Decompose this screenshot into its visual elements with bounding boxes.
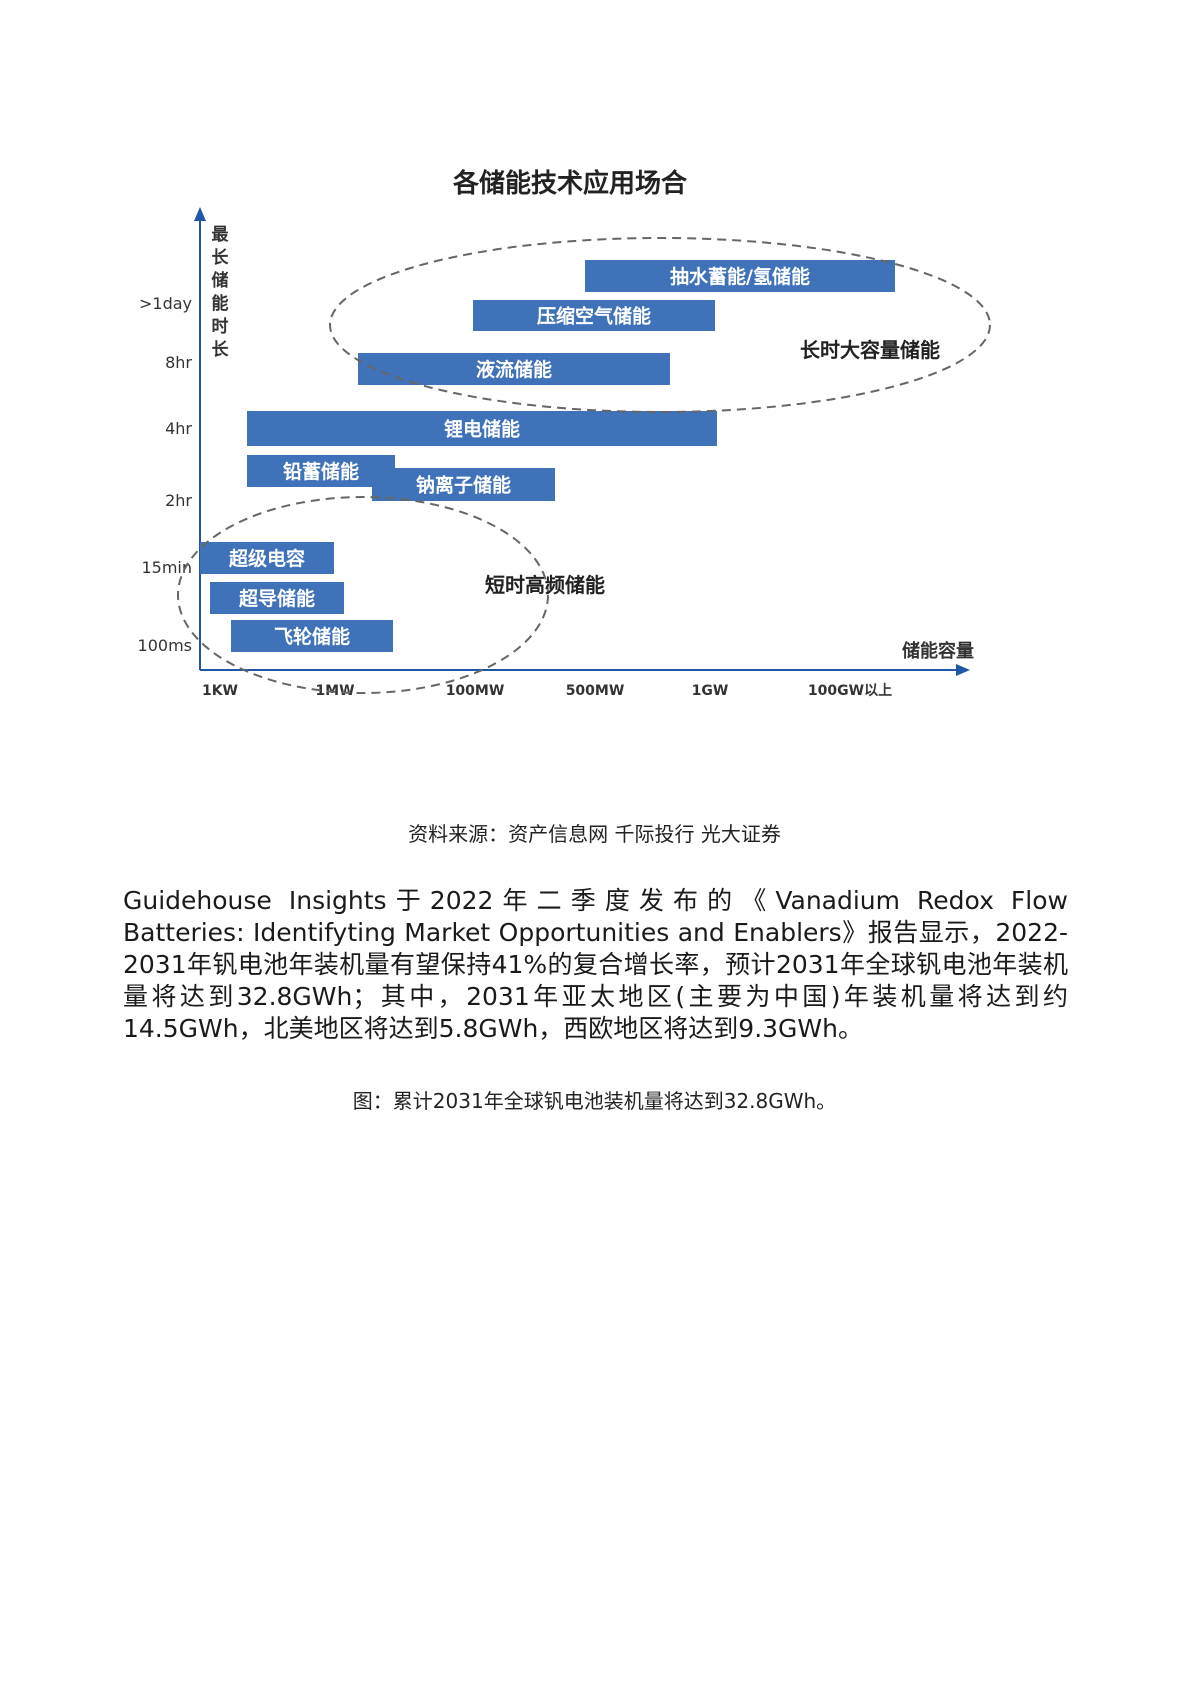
y-tick-label: 100ms <box>138 636 192 655</box>
bar <box>200 542 334 574</box>
bar-label: 钠离子储能 <box>416 474 511 497</box>
y-tick-label: 4hr <box>165 419 192 438</box>
figure-caption: 图：累计2031年全球钒电池装机量将达到32.8GWh。 <box>352 1089 837 1113</box>
y-axis-arrow <box>194 207 206 221</box>
y-tick-label: 2hr <box>165 491 192 510</box>
bar <box>210 582 344 614</box>
x-tick-label: 1GW <box>692 683 729 699</box>
y-axis-label-char: 储 <box>212 270 229 291</box>
bar <box>585 260 895 292</box>
y-axis-label-char: 能 <box>212 293 229 314</box>
bar <box>247 455 395 487</box>
storage-application-chart: 各储能技术应用场合最长储能时长储能容量 >1day 8hr 4hr 2hr 15min 10… <box>130 165 1070 780</box>
x-axis-arrow <box>956 664 970 676</box>
x-tick-label: 1KW <box>202 683 238 699</box>
bar-label: 抽水蓄能/氢储能 <box>670 265 810 288</box>
body-paragraph: Guidehouse Insights于2022年二季度发布的《Vanadium… <box>123 886 1068 1043</box>
long-duration-group-ellipse <box>329 237 991 413</box>
bar-label: 铅蓄储能 <box>283 460 359 483</box>
y-axis-label-char: 时 <box>212 317 229 337</box>
y-axis-label-char: 长 <box>212 247 230 268</box>
bar-label: 超级电容 <box>228 547 305 570</box>
x-tick-label: 500MW <box>566 683 625 699</box>
chart-source: 资料来源：资产信息网 千际投行 光大证券 <box>408 822 781 846</box>
group-label-short: 短时高频储能 <box>485 573 605 597</box>
y-tick-label: 15min <box>141 558 192 577</box>
bar-label: 液流储能 <box>476 358 552 381</box>
y-axis-label-char: 最 <box>212 225 230 245</box>
bar <box>231 620 393 652</box>
bar-label: 压缩空气储能 <box>537 305 651 328</box>
bar-label: 飞轮储能 <box>274 625 350 648</box>
bar-label: 锂电储能 <box>444 418 520 441</box>
bar <box>358 353 670 385</box>
group-label-long: 长时大容量储能 <box>800 338 940 362</box>
y-tick-label: 8hr <box>165 353 192 372</box>
chart-canvas: 各储能技术应用场合最长储能时长储能容量>1day8hr4hr2hr15min10… <box>138 168 991 699</box>
chart-title: 各储能技术应用场合 <box>452 168 688 199</box>
bar-label: 超导储能 <box>238 587 315 610</box>
x-axis-label: 储能容量 <box>901 640 974 662</box>
x-tick-label: 100GW以上 <box>808 683 892 699</box>
bar <box>473 300 715 331</box>
bar <box>247 411 717 446</box>
bar <box>372 468 555 501</box>
y-tick-label: >1day <box>139 294 192 313</box>
y-axis-label-char: 长 <box>212 339 230 360</box>
short-duration-group-ellipse <box>177 496 549 694</box>
x-tick-label: 100MW <box>446 683 505 699</box>
